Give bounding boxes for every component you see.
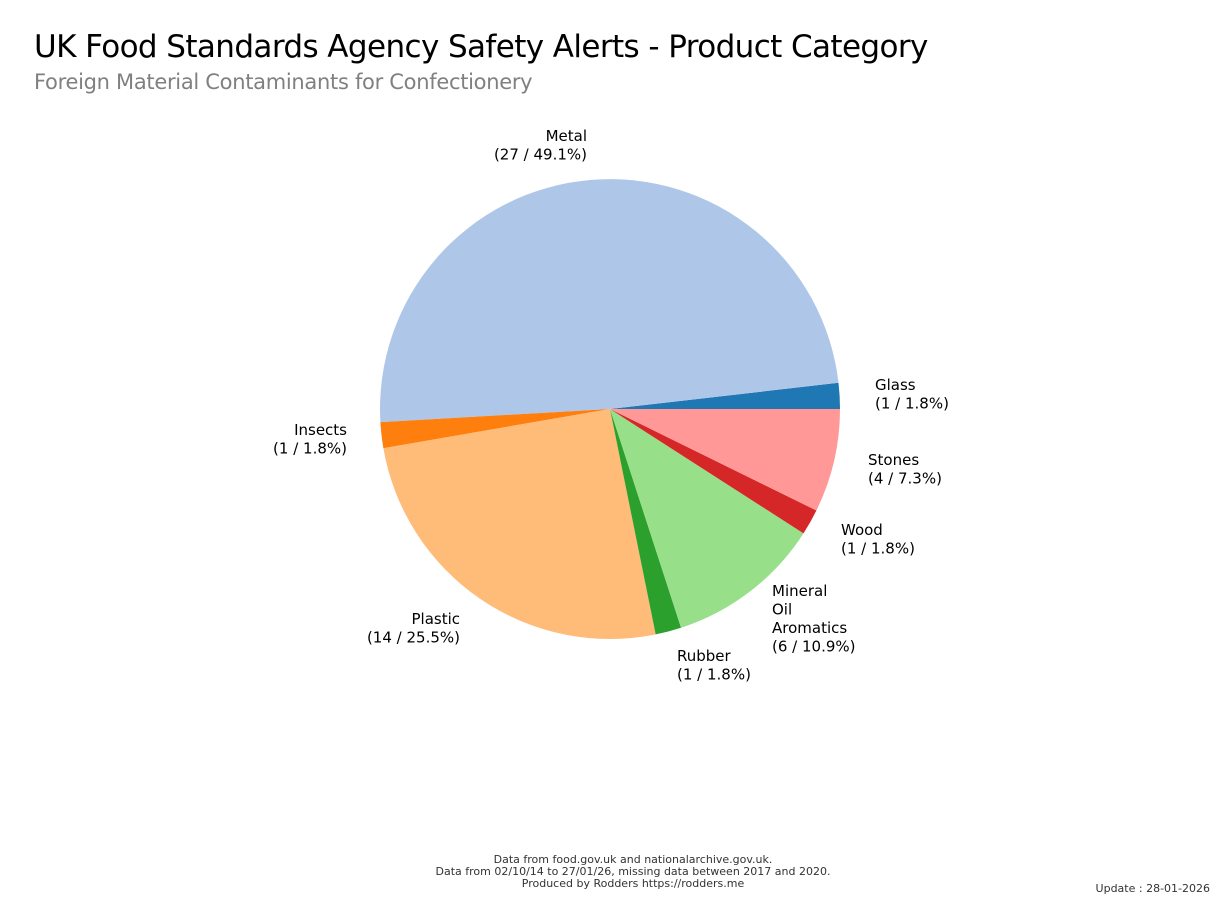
pie-slice-plastic xyxy=(383,409,656,640)
pie-slice-wood xyxy=(610,409,817,534)
pie-slice-metal xyxy=(380,179,839,423)
chart-title: UK Food Standards Agency Safety Alerts -… xyxy=(34,29,928,65)
update-date: Update : 28-01-2026 xyxy=(1095,882,1210,895)
slice-label-glass: Glass (1 / 1.8%) xyxy=(875,376,949,413)
pie-slice-glass xyxy=(610,382,840,409)
pie-slice-mineral-oil-aromatics xyxy=(610,409,804,628)
slice-label-stones: Stones (4 / 7.3%) xyxy=(868,451,942,488)
footer-credits: Data from food.gov.uk and nationalarchiv… xyxy=(0,854,1220,890)
footer-line-3: Produced by Rodders https://rodders.me xyxy=(521,877,745,890)
pie-slice-rubber xyxy=(610,409,682,635)
slice-label-metal: Metal (27 / 49.1%) xyxy=(494,127,587,164)
footer-line-1: Data from food.gov.uk and nationalarchiv… xyxy=(493,853,773,866)
slice-label-mineral-oil-aromatics: Mineral Oil Aromatics (6 / 10.9%) xyxy=(772,582,856,656)
chart-subtitle: Foreign Material Contaminants for Confec… xyxy=(34,70,533,94)
slice-label-rubber: Rubber (1 / 1.8%) xyxy=(677,647,751,684)
footer-line-2: Data from 02/10/14 to 27/01/26, missing … xyxy=(435,865,831,878)
slice-label-insects: Insects (1 / 1.8%) xyxy=(273,421,347,458)
pie-slice-insects xyxy=(380,409,610,449)
pie-slice-stones xyxy=(610,409,840,511)
slice-label-plastic: Plastic (14 / 25.5%) xyxy=(367,610,460,647)
slice-label-wood: Wood (1 / 1.8%) xyxy=(841,521,915,558)
